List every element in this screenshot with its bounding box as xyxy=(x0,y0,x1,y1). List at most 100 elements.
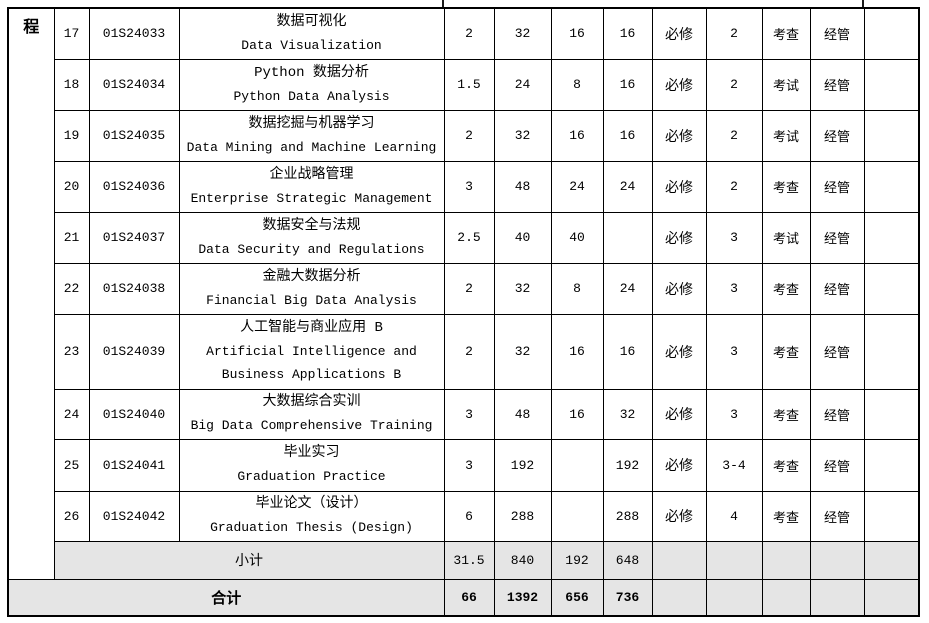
row-number-cell: 23 xyxy=(53,313,90,390)
row-number-cell: 17 xyxy=(53,7,90,60)
row-number-cell: 18 xyxy=(53,58,90,111)
remark-cell xyxy=(863,160,920,213)
course-code-cell: 01S24042 xyxy=(88,490,180,542)
practice-hours-cell: 16 xyxy=(602,313,653,390)
practice-hours-cell: 32 xyxy=(602,388,653,440)
course-name-en: Data Mining and Machine Learning xyxy=(186,139,437,155)
course-code-cell: 01S24034 xyxy=(88,58,180,111)
course-name-en: Graduation Thesis (Design) xyxy=(210,520,413,535)
course-row: 24 01S24040 大数据综合实训 Big Data Comprehensive … xyxy=(8,388,920,440)
course-type-cell: 必修 xyxy=(651,7,707,60)
subtotal-empty-cell xyxy=(863,540,920,580)
row-number-cell: 25 xyxy=(53,438,90,492)
semester-cell: 2 xyxy=(705,58,763,111)
credit-cell: 3 xyxy=(443,388,495,440)
row-number-cell: 22 xyxy=(53,262,90,315)
prev-page-grid-stub xyxy=(442,0,444,8)
total-hours-cell: 32 xyxy=(493,109,552,162)
subtotal-empty-cell xyxy=(809,540,865,580)
course-type-cell: 必修 xyxy=(651,313,707,390)
course-row: 26 01S24042 毕业论文（设计） Graduation Thesis (Des… xyxy=(8,490,920,542)
subtotal-theory-hours-cell: 192 xyxy=(550,540,604,580)
assessment-cell: 考试 xyxy=(761,58,811,111)
course-row: 22 01S24038 金融大数据分析 Financial Big Data Anal… xyxy=(8,262,920,315)
course-name-zh: 人工智能与商业应用 B xyxy=(240,320,383,336)
grand-total-theory-hours-cell: 656 xyxy=(550,578,604,617)
practice-hours-cell: 16 xyxy=(602,109,653,162)
practice-hours-cell: 192 xyxy=(602,438,653,492)
assessment-cell: 考查 xyxy=(761,7,811,60)
total-hours-cell: 48 xyxy=(493,388,552,440)
department-cell: 经管 xyxy=(809,160,865,213)
semester-cell: 3-4 xyxy=(705,438,763,492)
remark-cell xyxy=(863,58,920,111)
course-row: 19 01S24035 数据挖掘与机器学习 Data Mining and Machi… xyxy=(8,109,920,162)
subtotal-practice-hours-cell: 648 xyxy=(602,540,653,580)
credit-cell: 2 xyxy=(443,109,495,162)
theory-hours-cell: 8 xyxy=(550,262,604,315)
course-code-cell: 01S24033 xyxy=(88,7,180,60)
credit-cell: 2 xyxy=(443,313,495,390)
course-name-cell: 人工智能与商业应用 B Artificial Intelligence and B… xyxy=(178,313,445,390)
credit-cell: 2 xyxy=(443,7,495,60)
grand-total-empty-cell xyxy=(809,578,865,617)
subtotal-credit-cell: 31.5 xyxy=(443,540,495,580)
theory-hours-cell: 8 xyxy=(550,58,604,111)
course-name-cell: 数据可视化 Data Visualization xyxy=(178,7,445,60)
credit-cell: 3 xyxy=(443,160,495,213)
assessment-cell: 考试 xyxy=(761,109,811,162)
total-hours-cell: 40 xyxy=(493,211,552,264)
course-name-zh: 企业战略管理 xyxy=(269,166,354,183)
department-cell: 经管 xyxy=(809,109,865,162)
subtotal-total-hours-cell: 840 xyxy=(493,540,552,580)
remark-cell xyxy=(863,7,920,60)
course-name-en: Big Data Comprehensive Training xyxy=(190,418,433,433)
course-name-cell: 大数据综合实训 Big Data Comprehensive Training xyxy=(178,388,445,440)
theory-hours-cell xyxy=(550,490,604,542)
course-name-en: Financial Big Data Analysis xyxy=(206,292,417,308)
theory-hours-cell: 16 xyxy=(550,109,604,162)
course-type-cell: 必修 xyxy=(651,160,707,213)
course-type-cell: 必修 xyxy=(651,388,707,440)
course-type-cell: 必修 xyxy=(651,58,707,111)
credit-cell: 1.5 xyxy=(443,58,495,111)
grand-total-total-hours-cell: 1392 xyxy=(493,578,552,617)
department-cell: 经管 xyxy=(809,438,865,492)
department-cell: 经管 xyxy=(809,262,865,315)
assessment-cell: 考查 xyxy=(761,490,811,542)
course-row: 21 01S24037 数据安全与法规 Data Security and Regul… xyxy=(8,211,920,264)
theory-hours-cell: 24 xyxy=(550,160,604,213)
course-name-zh: 毕业实习 xyxy=(283,445,340,461)
semester-cell: 3 xyxy=(705,211,763,264)
course-name-en: Graduation Practice xyxy=(237,469,386,484)
assessment-cell: 考查 xyxy=(761,160,811,213)
assessment-cell: 考查 xyxy=(761,262,811,315)
course-name-cell: 毕业实习 Graduation Practice xyxy=(178,438,445,492)
course-type-cell: 必修 xyxy=(651,109,707,162)
course-name-en: Artificial Intelligence and Business App… xyxy=(206,344,417,382)
course-name-zh: 大数据综合实训 xyxy=(262,394,361,410)
course-type-cell: 必修 xyxy=(651,490,707,542)
semester-cell: 4 xyxy=(705,490,763,542)
course-name-cell: 企业战略管理 Enterprise Strategic Management xyxy=(178,160,445,213)
course-code-cell: 01S24039 xyxy=(88,313,180,390)
semester-cell: 3 xyxy=(705,313,763,390)
course-name-en: Enterprise Strategic Management xyxy=(190,190,433,206)
course-code-cell: 01S24040 xyxy=(88,388,180,440)
theory-hours-cell: 40 xyxy=(550,211,604,264)
remark-cell xyxy=(863,490,920,542)
course-row: 25 01S24041 毕业实习 Graduation Practice 3 192 192… xyxy=(8,438,920,492)
course-code-cell: 01S24038 xyxy=(88,262,180,315)
practice-hours-cell: 24 xyxy=(602,160,653,213)
theory-hours-cell: 16 xyxy=(550,388,604,440)
course-name-cell: 金融大数据分析 Financial Big Data Analysis xyxy=(178,262,445,315)
credit-cell: 2.5 xyxy=(443,211,495,264)
subtotal-empty-cell xyxy=(651,540,707,580)
prev-page-grid-stub xyxy=(862,0,864,8)
course-name-zh: 毕业论文（设计） xyxy=(255,496,368,512)
subtotal-row: 小计 31.5 840 192 648 xyxy=(8,540,920,580)
credit-cell: 2 xyxy=(443,262,495,315)
subtotal-empty-cell xyxy=(761,540,811,580)
remark-cell xyxy=(863,109,920,162)
